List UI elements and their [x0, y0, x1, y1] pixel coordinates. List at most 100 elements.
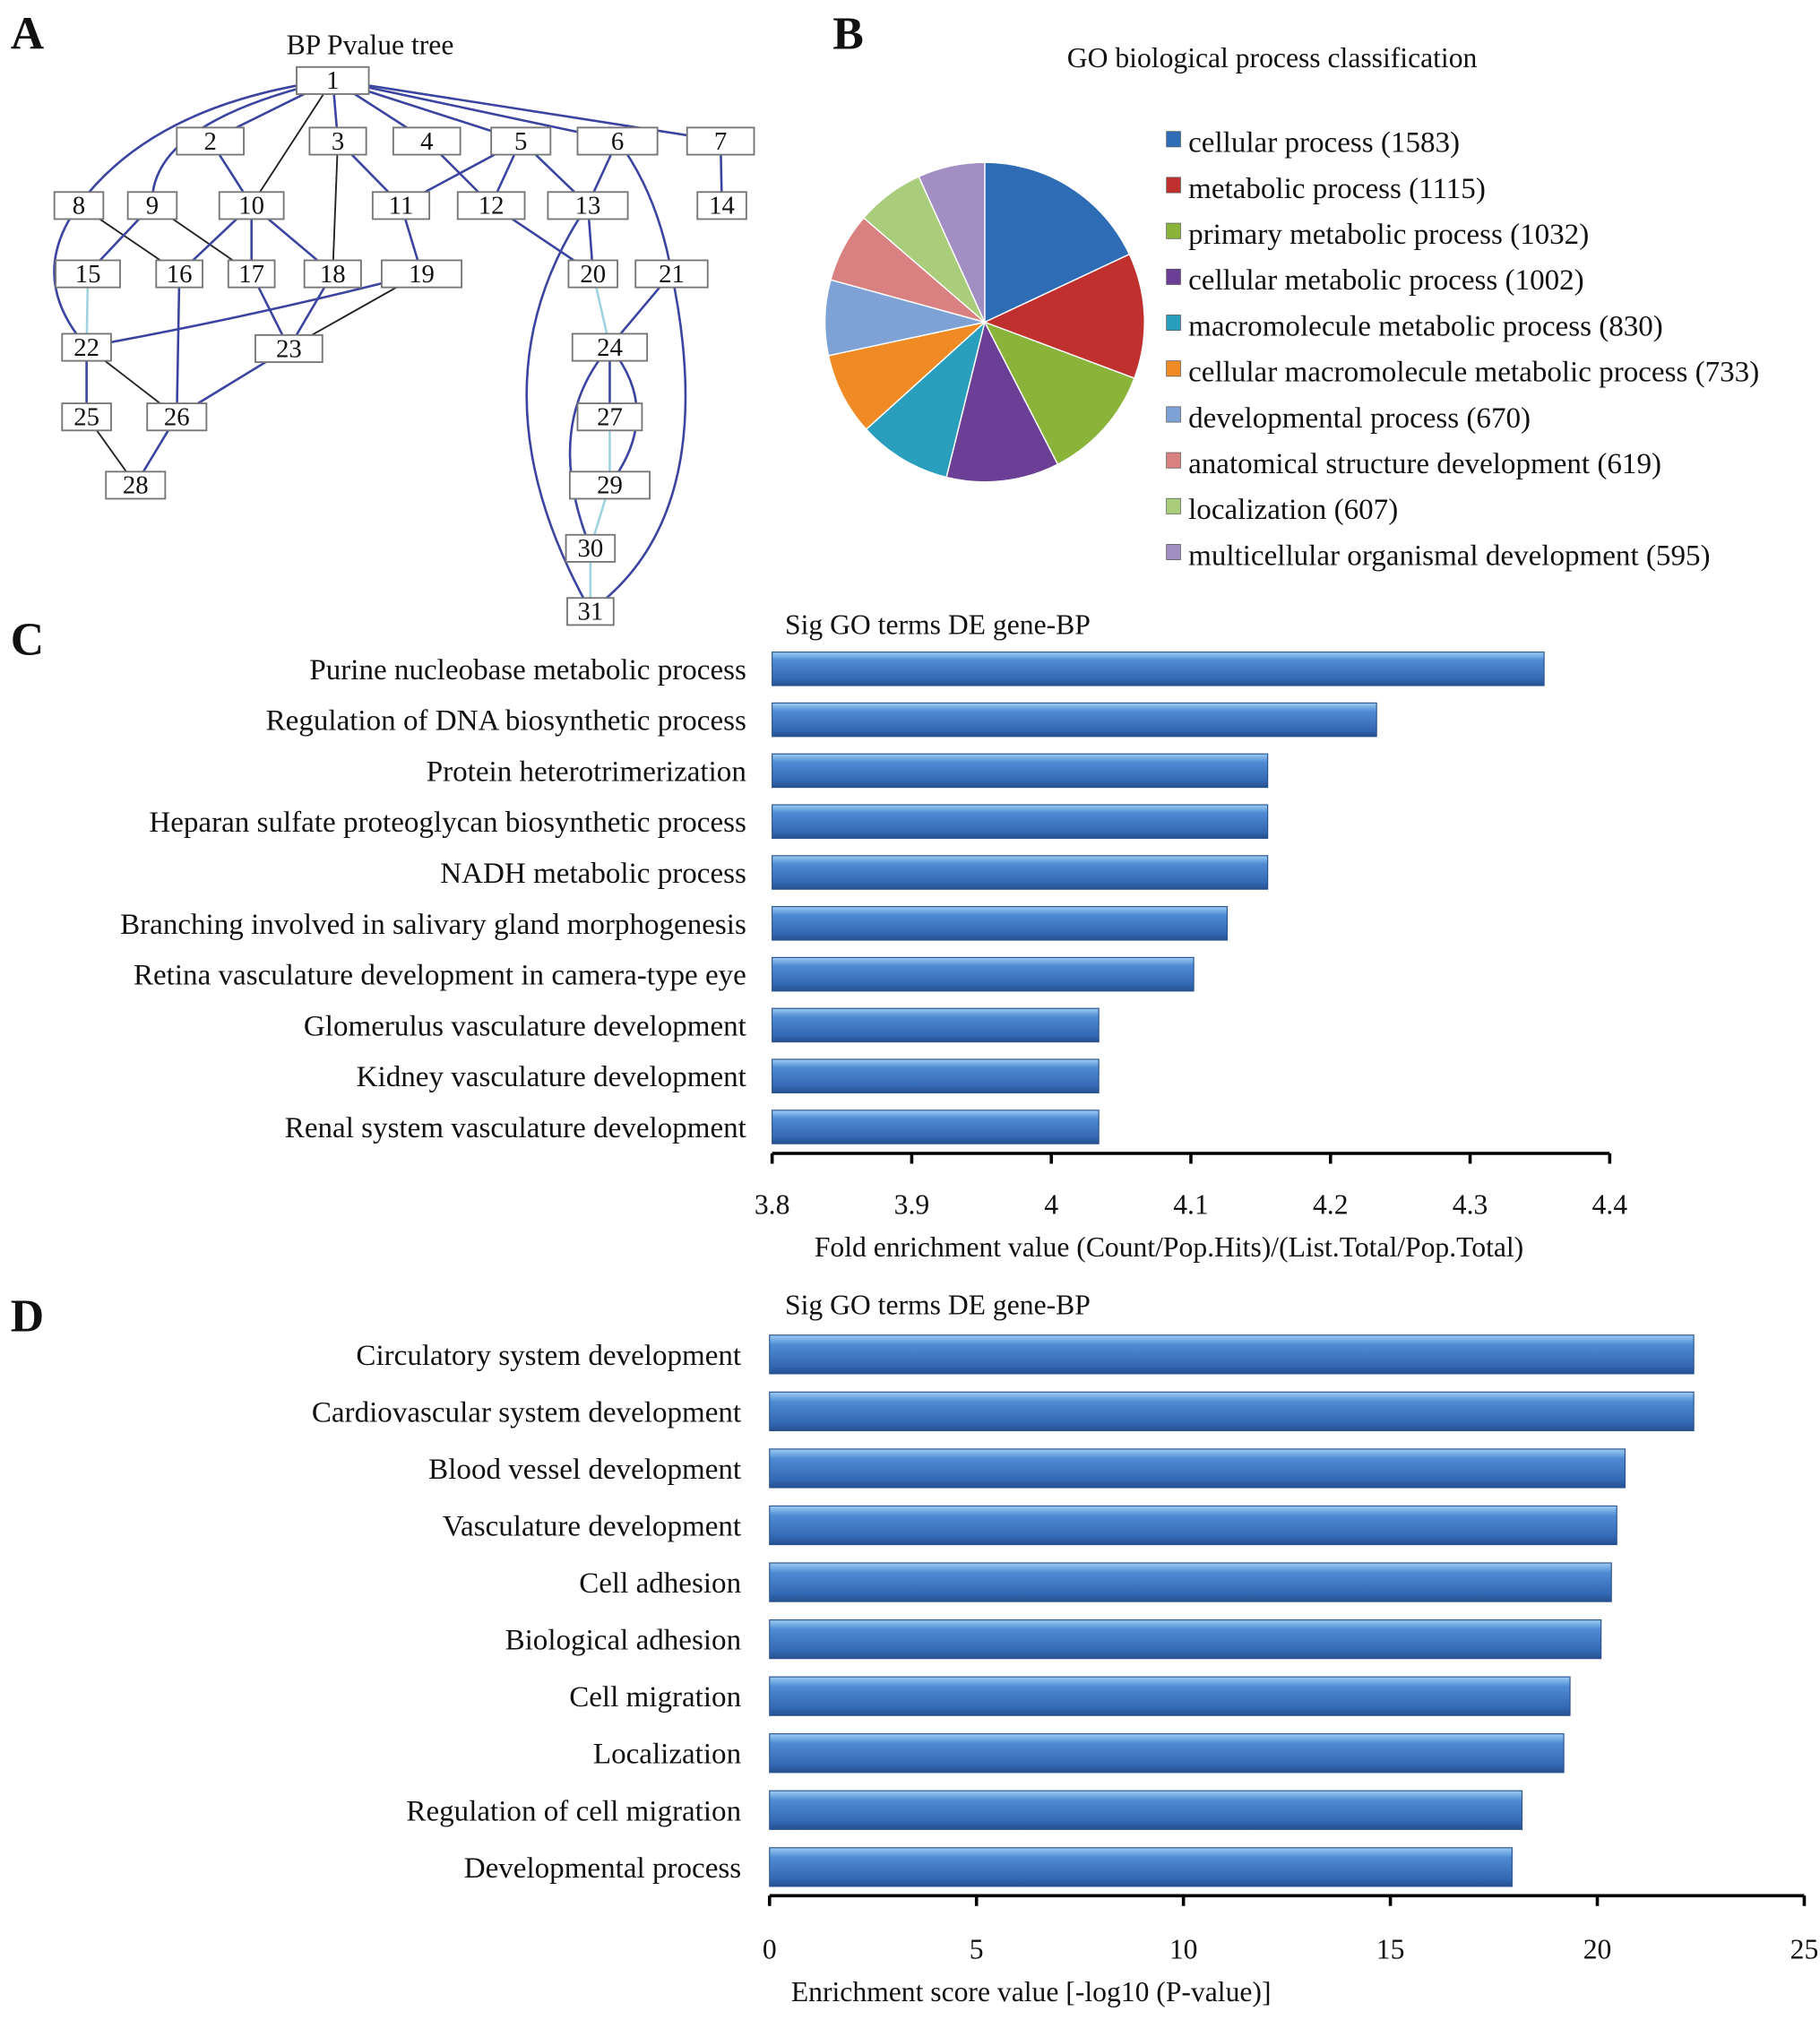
tree-node: 1 — [296, 65, 370, 95]
legend-swatch — [1166, 131, 1181, 148]
legend-label: anatomical structure development (619) — [1188, 448, 1661, 480]
tree-edge-19-22 — [86, 272, 422, 349]
tree-node-label: 1 — [326, 66, 339, 95]
tree-node: 14 — [696, 191, 747, 220]
tree-node-label: 25 — [73, 403, 99, 432]
tree-edge-1-6 — [332, 78, 618, 142]
tree-node-box — [61, 332, 112, 362]
tree-node-label: 10 — [238, 192, 264, 220]
tree-node: 2 — [176, 126, 245, 156]
legend-label: multicellular organismal development (59… — [1188, 540, 1710, 572]
bar-category-label: Purine nucleobase metabolic process — [309, 654, 746, 686]
bar-category-label: Regulation of cell migration — [406, 1795, 741, 1827]
bar-chart-c: Purine nucleobase metabolic process Regul… — [120, 652, 1627, 1221]
tree-node: 31 — [566, 597, 615, 626]
tree-node-box — [55, 259, 121, 289]
x-tick-label: 15 — [1376, 1934, 1405, 1965]
legend-label: cellular metabolic process (1002) — [1188, 264, 1584, 297]
tree-node-box — [155, 259, 203, 289]
tree-node-box — [218, 191, 285, 220]
tree-node-box — [254, 333, 323, 364]
x-tick-label: 10 — [1169, 1934, 1198, 1965]
pie-slice — [827, 321, 988, 431]
tree-node: 29 — [568, 470, 651, 500]
legend-label: macromolecule metabolic process (830) — [1188, 310, 1663, 342]
tree-node: 21 — [634, 259, 709, 289]
x-tick-label: 4 — [1044, 1189, 1058, 1221]
tree-node-box — [61, 402, 112, 432]
bar-category-label: NADH metabolic process — [440, 858, 746, 890]
legend-label: cellular process (1583) — [1188, 127, 1460, 160]
x-tick-label: 25 — [1790, 1934, 1819, 1965]
chart-d-title: Sig GO terms DE gene-BP — [785, 1290, 1091, 1321]
tree-node-label: 6 — [611, 127, 624, 156]
legend-swatch — [1166, 544, 1181, 561]
tree-node: 15 — [55, 259, 121, 289]
bar-category-label: Glomerulus vasculature development — [304, 1010, 746, 1042]
x-tick-label: 4.2 — [1313, 1189, 1349, 1221]
x-tick-label: 4.3 — [1453, 1189, 1488, 1221]
tree-node-box — [303, 259, 362, 289]
tree-node-box — [571, 332, 649, 362]
panel-label-b: B — [832, 9, 864, 60]
bar — [772, 855, 1269, 890]
tree-node: 26 — [146, 402, 208, 432]
tree-node: 16 — [155, 259, 203, 289]
bar — [772, 1058, 1100, 1093]
tree-node-box — [565, 533, 617, 563]
bar-category-label: Developmental process — [464, 1852, 741, 1885]
legend-swatch — [1166, 177, 1181, 194]
bar — [769, 1619, 1602, 1660]
legend-swatch — [1166, 406, 1181, 423]
bar — [769, 1391, 1695, 1432]
legend-swatch — [1166, 497, 1181, 514]
tree-node-label: 28 — [123, 471, 149, 500]
tree-edge-13-31 — [525, 203, 592, 612]
pie-slice — [945, 320, 1059, 483]
tree-node: 19 — [380, 259, 463, 289]
tree-node-label: 4 — [420, 127, 433, 156]
tree-node-box — [308, 126, 367, 156]
bar-category-label: Retina vasculature development in camera… — [134, 960, 746, 992]
tree-node: 22 — [61, 332, 112, 362]
bar — [769, 1790, 1523, 1830]
bar-category-label: Cell migration — [569, 1681, 741, 1714]
x-tick-label: 3.8 — [755, 1189, 790, 1221]
bar — [769, 1733, 1565, 1774]
bar-category-label: Heparan sulfate proteoglycan biosyntheti… — [149, 807, 746, 839]
x-tick-label: 0 — [763, 1934, 777, 1965]
bar-category-label: Branching involved in salivary gland mor… — [120, 909, 746, 941]
tree-node-box — [371, 191, 431, 220]
tree-node-box — [296, 65, 370, 95]
tree-node: 3 — [308, 126, 367, 156]
x-tick-label: 4.1 — [1173, 1189, 1209, 1221]
legend-label: cellular macromolecule metabolic process… — [1188, 357, 1759, 389]
tree-node-box — [576, 402, 643, 432]
x-tick-label: 20 — [1583, 1934, 1612, 1965]
legend-swatch — [1166, 222, 1181, 239]
tree-node: 18 — [303, 259, 362, 289]
panel-label-a: A — [11, 9, 44, 60]
bar-category-label: Kidney vasculature development — [357, 1061, 746, 1093]
tree-node-label: 7 — [714, 127, 727, 156]
chart-c-title: Sig GO terms DE gene-BP — [785, 609, 1091, 640]
tree-node: 30 — [565, 533, 617, 563]
tree-edge-24-30 — [568, 345, 611, 548]
legend-label: localization (607) — [1188, 494, 1398, 526]
tree-node-label: 31 — [578, 598, 604, 626]
legend-swatch — [1166, 268, 1181, 285]
pie-slice — [983, 321, 1135, 466]
bar — [772, 804, 1269, 839]
bar-chart-d: Circulatory system development Cardiovasc… — [312, 1334, 1819, 1965]
bar-category-label: Biological adhesion — [505, 1625, 742, 1657]
chart-c-xlabel: Fold enrichment value (Count/Pop.Hits)/(… — [815, 1231, 1523, 1263]
tree-node-box — [53, 191, 105, 220]
bar-category-label: Circulatory system development — [356, 1340, 741, 1372]
tree-node-label: 12 — [479, 192, 505, 220]
bar — [769, 1676, 1571, 1716]
tree-node-box — [566, 597, 615, 626]
bar — [769, 1847, 1513, 1887]
bar — [772, 1109, 1100, 1144]
tree-node-box — [392, 126, 461, 156]
tree-node: 20 — [567, 259, 619, 289]
